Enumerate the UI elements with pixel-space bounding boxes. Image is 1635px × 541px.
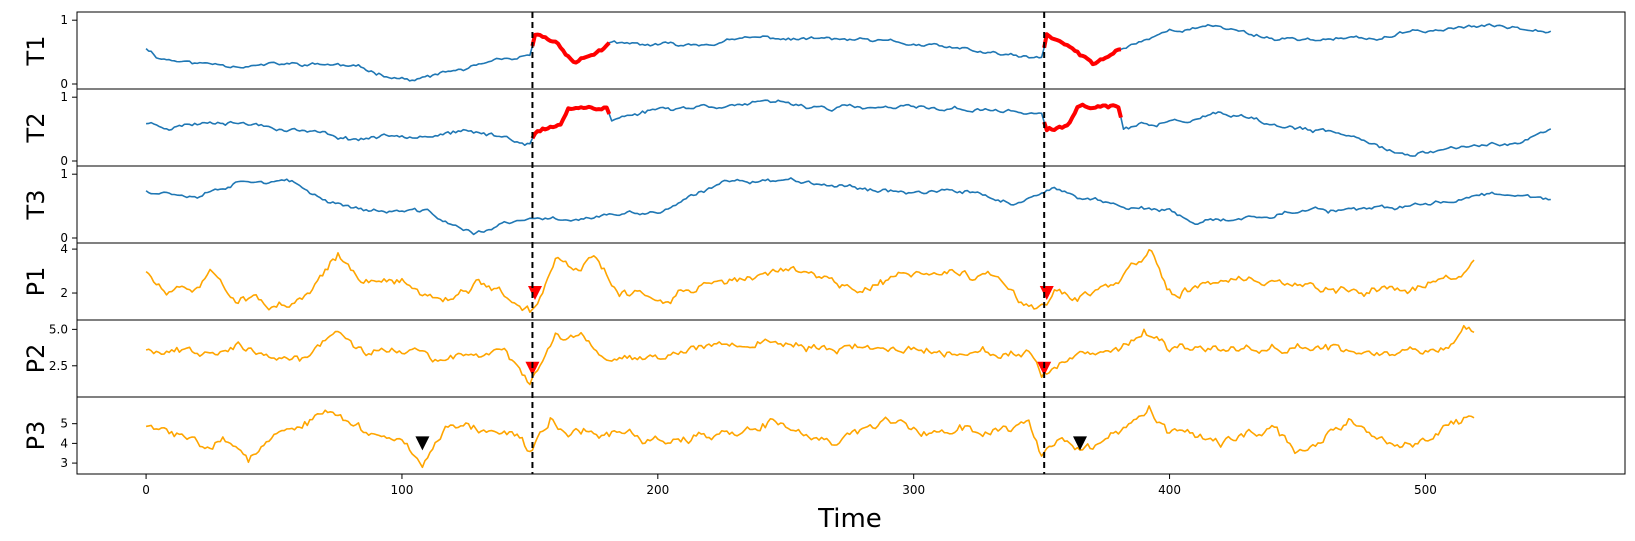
- panel-frame: [76, 11, 1626, 90]
- highlight-segment: [530, 104, 612, 140]
- series-line-p2: [145, 324, 1475, 386]
- y-tick-label: 0: [60, 154, 68, 168]
- y-tick-label: 4: [60, 242, 68, 256]
- x-tick-label: 200: [646, 483, 669, 497]
- event-marker: [528, 286, 543, 301]
- panel-frame: [76, 396, 1626, 475]
- x-axis: 0 100 200 300 400 500: [142, 474, 1437, 497]
- event-marker: [1073, 436, 1088, 451]
- panel-p2: 2.5 5.0 P2: [22, 319, 1626, 398]
- y-tick-label: 3: [60, 456, 68, 470]
- event-marker: [1037, 361, 1052, 376]
- x-tick-label: 300: [902, 483, 925, 497]
- y-tick-label: 2: [60, 286, 68, 300]
- x-axis-label: Time: [817, 504, 882, 534]
- panel-frame: [76, 165, 1626, 244]
- y-axis-label: T3: [22, 190, 50, 221]
- panel-t2: 0 1 T2: [22, 88, 1626, 168]
- panel-t3: 0 1 T3: [22, 165, 1626, 245]
- series-line-p3: [145, 405, 1475, 469]
- y-tick-label: 4: [60, 436, 68, 450]
- series-line-t1: [145, 23, 1552, 82]
- panel-p1: 2 4 P1: [22, 242, 1626, 321]
- x-tick-label: 100: [390, 483, 413, 497]
- x-tick-label: 500: [1414, 483, 1437, 497]
- event-marker: [525, 361, 540, 376]
- y-tick-label: 5: [60, 417, 68, 431]
- y-axis-label: P3: [22, 421, 50, 451]
- y-tick-label: 1: [60, 167, 68, 181]
- event-marker: [1039, 286, 1054, 301]
- y-tick-label: 0: [60, 77, 68, 91]
- y-axis-label: P1: [22, 267, 50, 297]
- series-line-t3: [145, 177, 1551, 236]
- panel-frame: [76, 242, 1626, 321]
- event-marker: [415, 436, 430, 451]
- panel-t1: 0 1 T1: [22, 11, 1626, 91]
- series-line-t2: [146, 99, 1552, 157]
- y-tick-label: 1: [60, 90, 68, 104]
- series-line-p1: [145, 248, 1475, 313]
- y-tick-label: 2.5: [49, 359, 68, 373]
- highlight-segment: [530, 32, 611, 65]
- y-axis-label: T2: [22, 113, 50, 144]
- highlight-segment: [1042, 32, 1122, 67]
- y-tick-label: 0: [60, 231, 68, 245]
- panel-p3: 3 4 5 P3: [22, 396, 1626, 475]
- y-tick-label: 1: [60, 13, 68, 27]
- x-tick-label: 400: [1158, 483, 1181, 497]
- y-axis-label: T1: [22, 36, 50, 67]
- x-tick-label: 0: [142, 483, 150, 497]
- y-tick-label: 5.0: [49, 322, 68, 336]
- y-axis-label: P2: [22, 344, 50, 374]
- highlight-segment: [1042, 102, 1123, 133]
- panel-frame: [76, 88, 1626, 167]
- panel-frame: [76, 319, 1626, 398]
